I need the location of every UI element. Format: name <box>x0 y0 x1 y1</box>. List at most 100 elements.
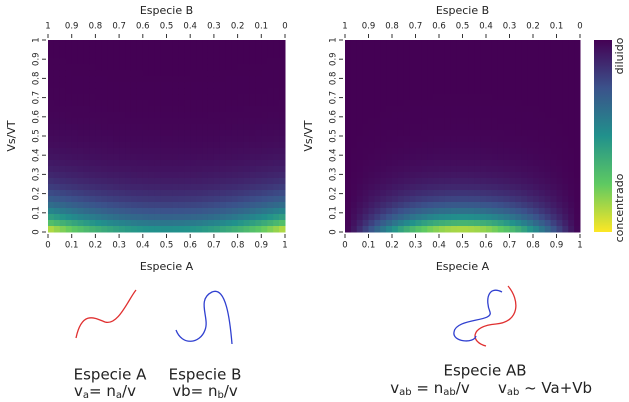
heat-cell <box>562 112 569 119</box>
heat-cell <box>538 88 546 95</box>
heat-cell <box>350 220 358 227</box>
heat-cell <box>480 124 487 131</box>
heat-cell <box>562 76 569 83</box>
heat-cell <box>480 190 487 197</box>
heat-cell <box>450 118 458 125</box>
heat-cell <box>345 148 352 155</box>
heat-cell <box>397 118 405 125</box>
heat-cell <box>154 40 162 47</box>
heat-cell <box>574 118 581 125</box>
heat-cell <box>544 184 552 191</box>
heat-cell <box>136 46 144 53</box>
heat-cell <box>345 100 352 107</box>
heat-cell <box>462 184 469 191</box>
heat-cell <box>273 154 280 161</box>
heat-cell <box>77 52 85 59</box>
heat-cell <box>261 130 268 137</box>
heat-cell <box>160 226 167 233</box>
heat-cell <box>368 178 375 185</box>
heat-cell <box>196 40 203 47</box>
heat-cell <box>59 172 67 179</box>
heat-cell <box>249 166 256 173</box>
heat-cell <box>503 178 510 185</box>
x-tick-label: 0.2 <box>385 241 399 251</box>
heat-cell <box>521 70 528 77</box>
heat-cell <box>403 136 411 143</box>
heat-cell <box>415 220 422 227</box>
heat-cell <box>456 106 463 113</box>
heat-cell <box>59 166 67 173</box>
heat-cell <box>556 166 563 173</box>
heat-cell <box>409 118 416 125</box>
heat-cell <box>521 136 528 143</box>
heat-cell <box>273 172 280 179</box>
heat-cell <box>77 220 85 227</box>
heat-cell <box>249 202 256 209</box>
heat-cell <box>386 142 393 149</box>
y-tick-label: 1 <box>329 37 339 42</box>
heat-cell <box>368 160 375 167</box>
heat-cell <box>474 136 481 143</box>
heat-cell <box>515 70 522 77</box>
heat-cell <box>59 142 67 149</box>
heat-cell <box>154 172 162 179</box>
heat-cell <box>225 46 233 53</box>
heat-cell <box>433 70 440 77</box>
heat-cell <box>397 46 405 53</box>
heat-cell <box>95 214 102 221</box>
heat-cell <box>556 160 563 167</box>
heat-cell <box>486 106 493 113</box>
heat-cell <box>178 226 185 233</box>
heat-cell <box>397 166 405 173</box>
heat-cell <box>89 226 96 233</box>
heat-cell <box>225 52 233 59</box>
heat-cell <box>83 130 90 137</box>
heat-cell <box>374 166 381 173</box>
heat-cell <box>255 148 262 155</box>
heat-cell <box>533 172 540 179</box>
heat-cell <box>279 154 286 161</box>
heat-cell <box>142 208 150 215</box>
heat-cell <box>427 46 434 53</box>
heat-cell <box>415 106 422 113</box>
heat-cell <box>503 154 510 161</box>
heat-cell <box>273 52 280 59</box>
heat-cell <box>65 100 73 107</box>
heat-cell <box>409 136 416 143</box>
heat-cell <box>136 208 144 215</box>
heat-cell <box>380 94 387 101</box>
heat-cell <box>255 94 262 101</box>
heat-cell <box>515 148 522 155</box>
heat-cell <box>491 142 499 149</box>
heat-cell <box>219 148 227 155</box>
heat-cell <box>213 178 221 185</box>
heat-cell <box>279 118 286 125</box>
heat-cell <box>213 52 221 59</box>
heat-cell <box>568 94 575 101</box>
heat-cell <box>527 220 534 227</box>
heat-cell <box>527 226 534 233</box>
heat-cell <box>166 70 173 77</box>
heat-cell <box>154 76 162 83</box>
heat-cell <box>392 76 399 83</box>
heat-cell <box>409 160 416 167</box>
heat-cell <box>574 136 581 143</box>
heat-cell <box>368 166 375 173</box>
heat-cell <box>503 160 510 167</box>
heat-cell <box>368 100 375 107</box>
heat-cell <box>53 136 61 143</box>
heat-cell <box>345 46 352 53</box>
heat-cell <box>83 124 90 131</box>
heat-cell <box>261 184 268 191</box>
heat-cell <box>480 106 487 113</box>
heat-cell <box>350 124 358 131</box>
heat-cell <box>444 214 452 221</box>
heat-cell <box>439 220 446 227</box>
heat-cell <box>503 226 510 233</box>
heat-cell <box>48 124 55 131</box>
heat-cell <box>71 226 79 233</box>
heat-cell <box>219 76 227 83</box>
heat-cell <box>415 130 422 137</box>
heat-cell <box>544 112 552 119</box>
formula-text: v <box>498 379 507 397</box>
